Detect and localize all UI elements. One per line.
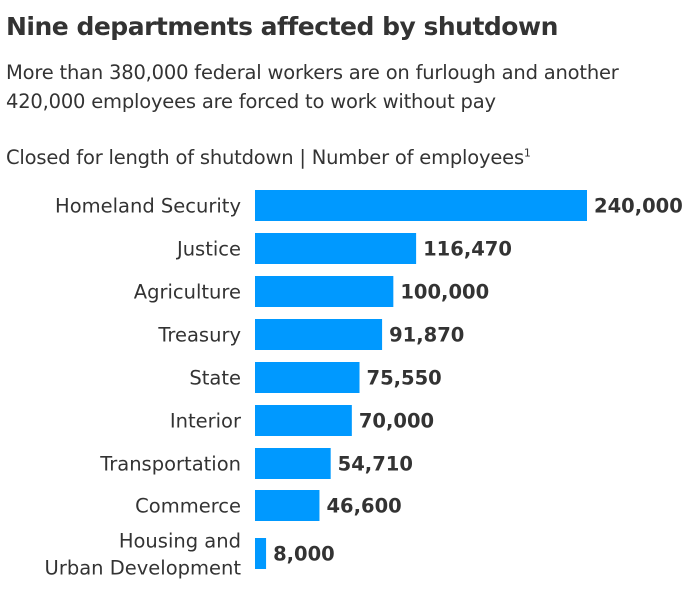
value-label-3: 91,870 (389, 324, 464, 347)
value-label-8: 8,000 (273, 543, 335, 566)
bar-3 (255, 319, 383, 350)
category-label-8: Housing and Urban Development (45, 530, 242, 580)
bar-2 (255, 276, 394, 307)
value-label-4: 75,550 (367, 367, 442, 390)
bar-1 (255, 233, 417, 264)
category-label-3: Treasury (157, 324, 241, 347)
category-label-7: Commerce (135, 495, 241, 518)
category-label-4: State (189, 367, 241, 390)
value-label-6: 54,710 (338, 453, 413, 476)
bar-7 (255, 490, 320, 521)
header-text: Closed for length of shutdown | Number o… (6, 146, 524, 169)
value-label-0: 240,000 (594, 195, 683, 218)
category-label-1: Justice (175, 238, 241, 261)
category-label-2: Agriculture (134, 281, 241, 304)
value-label-1: 116,470 (423, 238, 512, 261)
bar-6 (255, 448, 331, 479)
bar-4 (255, 362, 360, 393)
value-label-5: 70,000 (359, 410, 434, 433)
category-label-6: Transportation (99, 453, 241, 476)
bar-8 (255, 538, 267, 569)
value-label-2: 100,000 (400, 281, 489, 304)
footnote-mark: 1 (523, 146, 531, 160)
chart-header: Closed for length of shutdown | Number o… (6, 146, 531, 169)
bar-5 (255, 405, 352, 436)
chart-title: Nine departments affected by shutdown (6, 12, 558, 41)
category-label-0: Homeland Security (55, 195, 241, 218)
category-label-5: Interior (170, 410, 242, 433)
bar-0 (255, 190, 587, 221)
value-label-7: 46,600 (326, 495, 401, 518)
chart-subtitle: More than 380,000 federal workers are on… (6, 61, 619, 113)
